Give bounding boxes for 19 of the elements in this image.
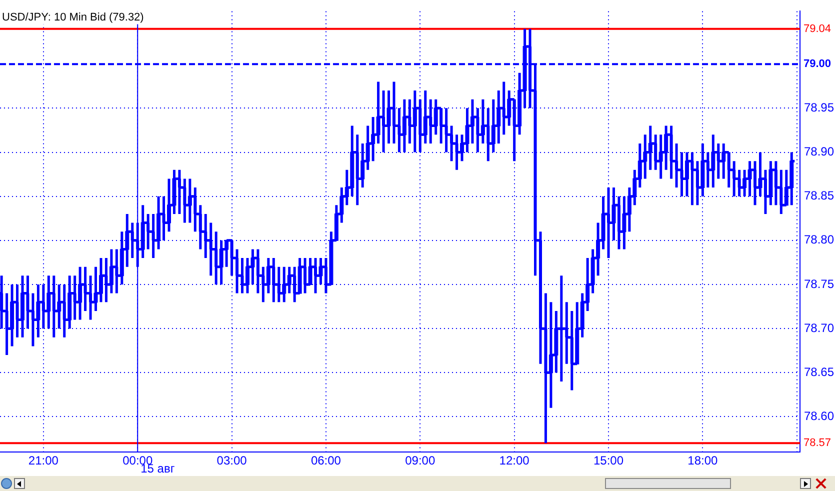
ref-line-label: 78.57 (803, 437, 831, 450)
x-tick-label: 03:00 (216, 454, 248, 468)
x-tick-label: 15:00 (593, 454, 624, 468)
y-tick-label: 78.85 (804, 188, 834, 203)
y-tick-label: 78.90 (804, 144, 834, 159)
y-tick-label: 78.70 (804, 320, 834, 335)
y-tick-label: 78.95 (804, 100, 834, 114)
ref-line-label: 79.00 (803, 58, 831, 70)
x-tick-label: 18:00 (688, 454, 718, 468)
y-tick-label: 78.80 (804, 232, 834, 247)
ref-line-label: 79.04 (803, 22, 831, 35)
chart-title: USD/JPY: 10 Min Bid (79.32) (2, 12, 144, 24)
x-tick-label: 21:00 (28, 454, 59, 468)
x-tick-label: 09:00 (405, 454, 436, 468)
x-tick-label: 12:00 (499, 454, 530, 468)
y-tick-label: 78.75 (804, 276, 834, 291)
x-tick-label: 06:00 (310, 454, 342, 468)
y-tick-label: 78.60 (804, 409, 834, 424)
y-tick-label: 78.65 (804, 364, 834, 379)
